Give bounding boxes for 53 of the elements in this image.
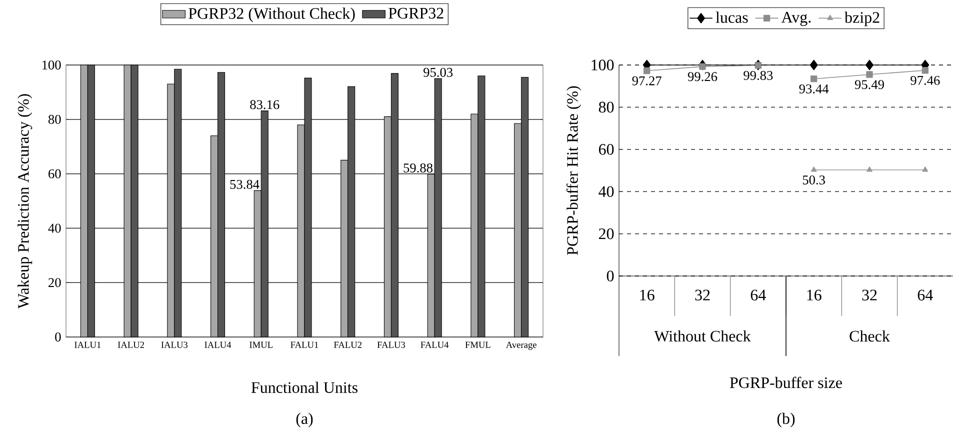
data-label: 97.27 [632, 76, 662, 86]
x-tick-label: FALU2 [334, 342, 362, 348]
x-tick-label: IALU3 [161, 342, 188, 348]
x-tick-label: FALU4 [420, 342, 449, 348]
y-tick-label: 60 [48, 169, 61, 178]
data-label: 93.44 [799, 84, 829, 94]
data-label: 59.88 [404, 163, 432, 173]
y-tick-label: 80 [48, 114, 61, 124]
y-tick-label: 40 [48, 224, 61, 233]
x-tick-label: FALU3 [377, 342, 406, 348]
x-tick-label: IALU1 [74, 342, 101, 348]
text: Without Check [654, 330, 751, 342]
text: Check [850, 330, 890, 342]
y-tick-label: 100 [592, 60, 614, 70]
data-label: 53.84 [230, 180, 260, 189]
x-axis-title: Functional Units [251, 382, 358, 393]
x-tick-label: 16 [640, 290, 654, 300]
data-label: 95.03 [424, 68, 453, 77]
y-tick-label: 20 [48, 278, 61, 288]
text: (b) [777, 412, 795, 428]
y-tick-label: 80 [598, 102, 614, 113]
y-tick-label: 0 [55, 332, 61, 342]
data-label: 83.16 [250, 100, 280, 110]
text: (a) [296, 412, 313, 428]
data-label: 99.26 [688, 72, 718, 82]
x-tick-label: FMUL [465, 342, 490, 348]
y-tick-label: 100 [42, 60, 61, 70]
legend-label: bzip2 [844, 12, 880, 26]
x-tick-label: FALU1 [290, 342, 318, 348]
data-label: 97.46 [910, 76, 940, 85]
data-label: 95.49 [854, 80, 884, 90]
data-label: 99.83 [744, 70, 773, 80]
x-tick-label: 64 [750, 290, 766, 300]
y-axis-title: Wakeup Prediction Accuracy (%) [18, 94, 32, 309]
legend-label: Avg. [781, 12, 811, 26]
x-tick-label: 32 [862, 290, 877, 300]
y-tick-label: 60 [598, 144, 614, 155]
x-tick-label: IMUL [250, 342, 272, 348]
y-axis-title: PGRP-buffer Hit Rate (%) [566, 86, 582, 255]
legend-label: lucas [716, 12, 748, 23]
y-tick-label: 0 [606, 270, 614, 282]
y-tick-label: 40 [598, 186, 614, 197]
x-tick-label: IALU4 [204, 342, 232, 348]
x-tick-label: IALU2 [118, 342, 144, 348]
y-tick-label: 20 [599, 228, 614, 240]
data-label: 50.3 [802, 175, 825, 185]
legend-label: PGRP32 [388, 8, 444, 19]
x-tick-label: 32 [695, 290, 710, 300]
x-tick-label: Average [506, 342, 536, 350]
legend-label: PGRP32 (Without Check) [188, 8, 355, 22]
x-tick-label: 16 [807, 290, 822, 300]
x-tick-label: 64 [918, 290, 933, 300]
x-axis-title: PGRP-buffer size [730, 376, 842, 388]
